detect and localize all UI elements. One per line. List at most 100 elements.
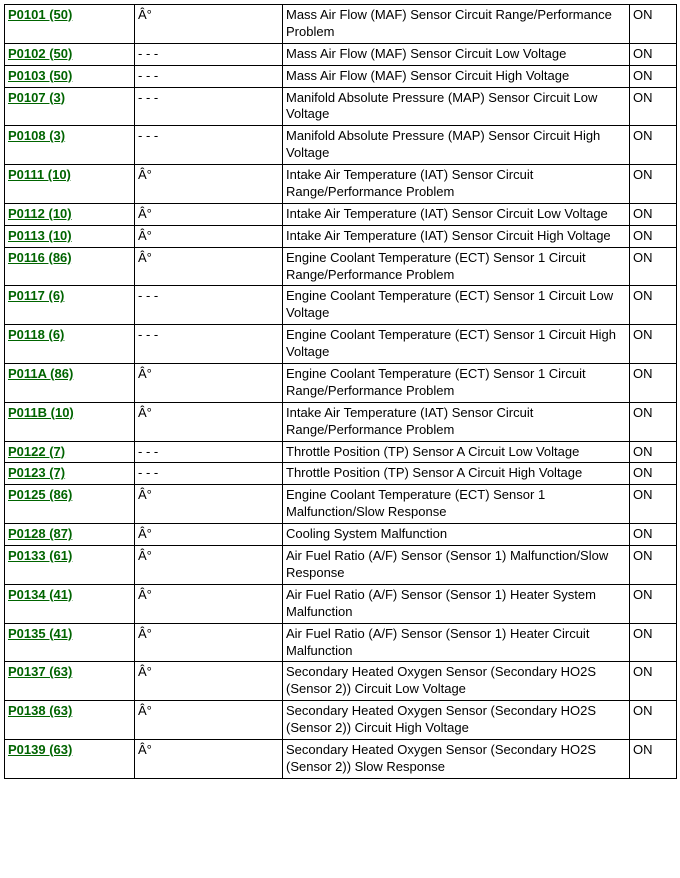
col2-cell: Â°: [135, 5, 283, 44]
status-cell: ON: [630, 623, 677, 662]
desc-cell: Mass Air Flow (MAF) Sensor Circuit High …: [283, 65, 630, 87]
col2-cell: Â°: [135, 524, 283, 546]
table-row: P0133 (61) Â°Air Fuel Ratio (A/F) Sensor …: [5, 546, 677, 585]
dtc-code-link[interactable]: P0101 (50): [8, 7, 72, 22]
table-row: P0125 (86)Â°Engine Coolant Temperature (…: [5, 485, 677, 524]
status-cell: ON: [630, 584, 677, 623]
dtc-code-link[interactable]: P0112 (10): [8, 206, 72, 221]
desc-cell: Mass Air Flow (MAF) Sensor Circuit Low V…: [283, 43, 630, 65]
col2-cell: - - -: [135, 126, 283, 165]
status-cell: ON: [630, 203, 677, 225]
dtc-code-link[interactable]: P0113 (10): [8, 228, 72, 243]
table-row: P0122 (7) - - -Throttle Position (TP) Sen…: [5, 441, 677, 463]
desc-cell: Secondary Heated Oxygen Sensor (Secondar…: [283, 701, 630, 740]
desc-cell: Secondary Heated Oxygen Sensor (Secondar…: [283, 662, 630, 701]
desc-cell: Manifold Absolute Pressure (MAP) Sensor …: [283, 126, 630, 165]
dtc-code-link[interactable]: P0103 (50): [8, 68, 72, 83]
col2-cell: Â°: [135, 203, 283, 225]
dtc-code-link[interactable]: P0111 (10): [8, 167, 71, 182]
status-cell: ON: [630, 524, 677, 546]
table-row: P0117 (6)- - -Engine Coolant Temperature…: [5, 286, 677, 325]
dtc-code-link[interactable]: P0107 (3): [8, 90, 65, 105]
table-row: P0118 (6) - - -Engine Coolant Temperature…: [5, 325, 677, 364]
table-row: P0101 (50) Â°Mass Air Flow (MAF) Sensor C…: [5, 5, 677, 44]
col2-cell: - - -: [135, 286, 283, 325]
desc-cell: Cooling System Malfunction: [283, 524, 630, 546]
dtc-code-link[interactable]: P0102 (50): [8, 46, 72, 61]
table-row: P0128 (87) Â°Cooling System MalfunctionON: [5, 524, 677, 546]
desc-cell: Intake Air Temperature (IAT) Sensor Circ…: [283, 203, 630, 225]
col2-cell: - - -: [135, 43, 283, 65]
dtc-code-link[interactable]: P0128 (87): [8, 526, 72, 541]
table-row: P0107 (3) - - -Manifold Absolute Pressure…: [5, 87, 677, 126]
desc-cell: Engine Coolant Temperature (ECT) Sensor …: [283, 364, 630, 403]
dtc-code-link[interactable]: P0137 (63): [8, 664, 72, 679]
status-cell: ON: [630, 739, 677, 778]
table-row: P0108 (3) - - -Manifold Absolute Pressure…: [5, 126, 677, 165]
dtc-code-link[interactable]: P0138 (63): [8, 703, 72, 718]
dtc-code-link[interactable]: P0125 (86): [8, 487, 72, 502]
desc-cell: Throttle Position (TP) Sensor A Circuit …: [283, 441, 630, 463]
desc-cell: Secondary Heated Oxygen Sensor (Secondar…: [283, 739, 630, 778]
col2-cell: - - -: [135, 65, 283, 87]
status-cell: ON: [630, 126, 677, 165]
table-row: P0138 (63) Â°Secondary Heated Oxygen Sens…: [5, 701, 677, 740]
status-cell: ON: [630, 546, 677, 585]
dtc-code-link[interactable]: P0108 (3): [8, 128, 65, 143]
dtc-code-link[interactable]: P0133 (61): [8, 548, 72, 563]
status-cell: ON: [630, 247, 677, 286]
status-cell: ON: [630, 5, 677, 44]
col2-cell: - - -: [135, 441, 283, 463]
table-row: P0102 (50) - - -Mass Air Flow (MAF) Senso…: [5, 43, 677, 65]
status-cell: ON: [630, 325, 677, 364]
table-row: P0103 (50) - - -Mass Air Flow (MAF) Senso…: [5, 65, 677, 87]
status-cell: ON: [630, 441, 677, 463]
desc-cell: Air Fuel Ratio (A/F) Sensor (Sensor 1) M…: [283, 546, 630, 585]
desc-cell: Engine Coolant Temperature (ECT) Sensor …: [283, 247, 630, 286]
table-row: P0113 (10)Â°Intake Air Temperature (IAT)…: [5, 225, 677, 247]
dtc-code-link[interactable]: P0135 (41): [8, 626, 72, 641]
dtc-code-link[interactable]: P011B (10): [8, 405, 74, 420]
dtc-code-link[interactable]: P0134 (41): [8, 587, 72, 602]
dtc-code-link[interactable]: P0117 (6): [8, 288, 64, 303]
col2-cell: Â°: [135, 584, 283, 623]
col2-cell: Â°: [135, 701, 283, 740]
status-cell: ON: [630, 463, 677, 485]
table-row: P011A (86) Â°Engine Coolant Temperature (…: [5, 364, 677, 403]
col2-cell: Â°: [135, 485, 283, 524]
desc-cell: Intake Air Temperature (IAT) Sensor Circ…: [283, 165, 630, 204]
dtc-code-link[interactable]: P0122 (7): [8, 444, 65, 459]
desc-cell: Throttle Position (TP) Sensor A Circuit …: [283, 463, 630, 485]
dtc-code-link[interactable]: P011A (86): [8, 366, 73, 381]
col2-cell: Â°: [135, 739, 283, 778]
table-row: P0134 (41)Â°Air Fuel Ratio (A/F) Sensor …: [5, 584, 677, 623]
desc-cell: Mass Air Flow (MAF) Sensor Circuit Range…: [283, 5, 630, 44]
col2-cell: Â°: [135, 364, 283, 403]
dtc-code-link[interactable]: P0118 (6): [8, 327, 64, 342]
col2-cell: Â°: [135, 623, 283, 662]
status-cell: ON: [630, 165, 677, 204]
status-cell: ON: [630, 364, 677, 403]
table-row: P0123 (7)- - -Throttle Position (TP) Sen…: [5, 463, 677, 485]
dtc-code-link[interactable]: P0116 (86): [8, 250, 72, 265]
status-cell: ON: [630, 43, 677, 65]
col2-cell: - - -: [135, 87, 283, 126]
status-cell: ON: [630, 662, 677, 701]
col2-cell: Â°: [135, 662, 283, 701]
desc-cell: Intake Air Temperature (IAT) Sensor Circ…: [283, 402, 630, 441]
status-cell: ON: [630, 65, 677, 87]
dtc-code-link[interactable]: P0139 (63): [8, 742, 72, 757]
col2-cell: Â°: [135, 546, 283, 585]
status-cell: ON: [630, 402, 677, 441]
status-cell: ON: [630, 87, 677, 126]
desc-cell: Engine Coolant Temperature (ECT) Sensor …: [283, 325, 630, 364]
dtc-code-link[interactable]: P0123 (7): [8, 465, 65, 480]
dtc-table-body: P0101 (50)Â°Mass Air Flow (MAF) Sensor C…: [5, 5, 677, 779]
dtc-table: P0101 (50)Â°Mass Air Flow (MAF) Sensor C…: [4, 4, 677, 779]
status-cell: ON: [630, 225, 677, 247]
desc-cell: Manifold Absolute Pressure (MAP) Sensor …: [283, 87, 630, 126]
col2-cell: - - -: [135, 325, 283, 364]
desc-cell: Intake Air Temperature (IAT) Sensor Circ…: [283, 225, 630, 247]
table-row: P011B (10)Â°Intake Air Temperature (IAT)…: [5, 402, 677, 441]
status-cell: ON: [630, 485, 677, 524]
